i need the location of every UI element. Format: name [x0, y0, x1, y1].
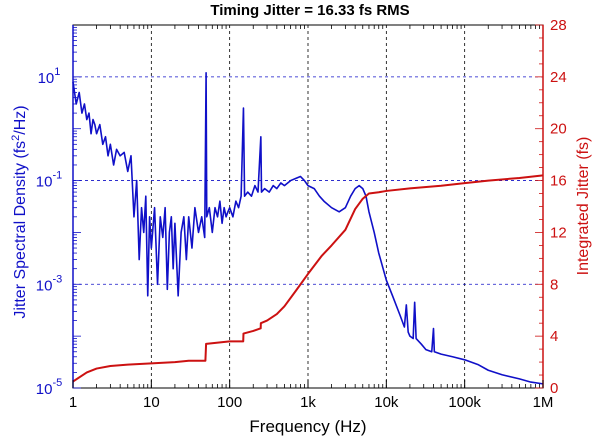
right-tick-label: 8 — [550, 276, 558, 293]
left-tick-label: 101 — [38, 66, 61, 87]
x-tick-label: 1 — [69, 394, 77, 411]
right-tick-label: 12 — [550, 224, 567, 241]
left-axis-label: Jitter Spectral Density (fs2/Hz) — [10, 105, 29, 318]
x-tick-label: 1k — [300, 394, 316, 411]
left-tick-exponent: -5 — [52, 377, 62, 389]
x-tick-label: 100k — [448, 394, 481, 411]
grid — [73, 25, 543, 388]
x-tick-label: 100 — [217, 394, 242, 411]
right-tick-label: 16 — [550, 173, 567, 190]
left-tick-label: 10-3 — [36, 273, 62, 294]
left-tick-label: 10-5 — [36, 377, 62, 398]
left-tick-base: 10 — [38, 70, 55, 87]
x-tick-label: 10k — [374, 394, 399, 411]
left-axis-label-main: Jitter Spectral Density (fs — [12, 141, 29, 319]
left-axis-label-superscript: 2 — [10, 135, 22, 141]
right-axis-ticks: 0 4 8 12 16 20 24 28 — [535, 17, 567, 397]
jitter-spectral-density-line — [72, 71, 544, 385]
chart-title: Timing Jitter = 16.33 fs RMS — [210, 2, 409, 19]
left-tick-exponent: -3 — [52, 273, 62, 285]
left-tick-label: 10-1 — [36, 170, 62, 191]
integrated-jitter-line — [72, 174, 544, 383]
left-tick-base: 10 — [36, 381, 53, 398]
right-axis-label: Integrated Jitter (fs) — [575, 137, 592, 276]
left-tick-exponent: -1 — [52, 170, 62, 182]
left-tick-base: 10 — [36, 174, 53, 191]
left-tick-exponent: 1 — [54, 66, 60, 78]
right-tick-label: 20 — [550, 121, 567, 138]
left-axis-label-unit: /Hz) — [12, 105, 29, 134]
right-tick-label: 28 — [550, 17, 567, 34]
x-tick-label: 10 — [143, 394, 160, 411]
x-axis-label: Frequency (Hz) — [249, 417, 366, 436]
right-tick-label: 4 — [550, 328, 558, 345]
series-integrated-jitter — [72, 174, 544, 383]
right-tick-label: 24 — [550, 69, 567, 86]
right-tick-label: 0 — [550, 380, 558, 397]
series-jitter-spectral-density — [72, 71, 544, 385]
x-tick-label: 1M — [533, 394, 554, 411]
x-axis-ticks: 1 10 100 1k 10k 100k 1M — [69, 25, 554, 411]
left-tick-base: 10 — [36, 277, 53, 294]
